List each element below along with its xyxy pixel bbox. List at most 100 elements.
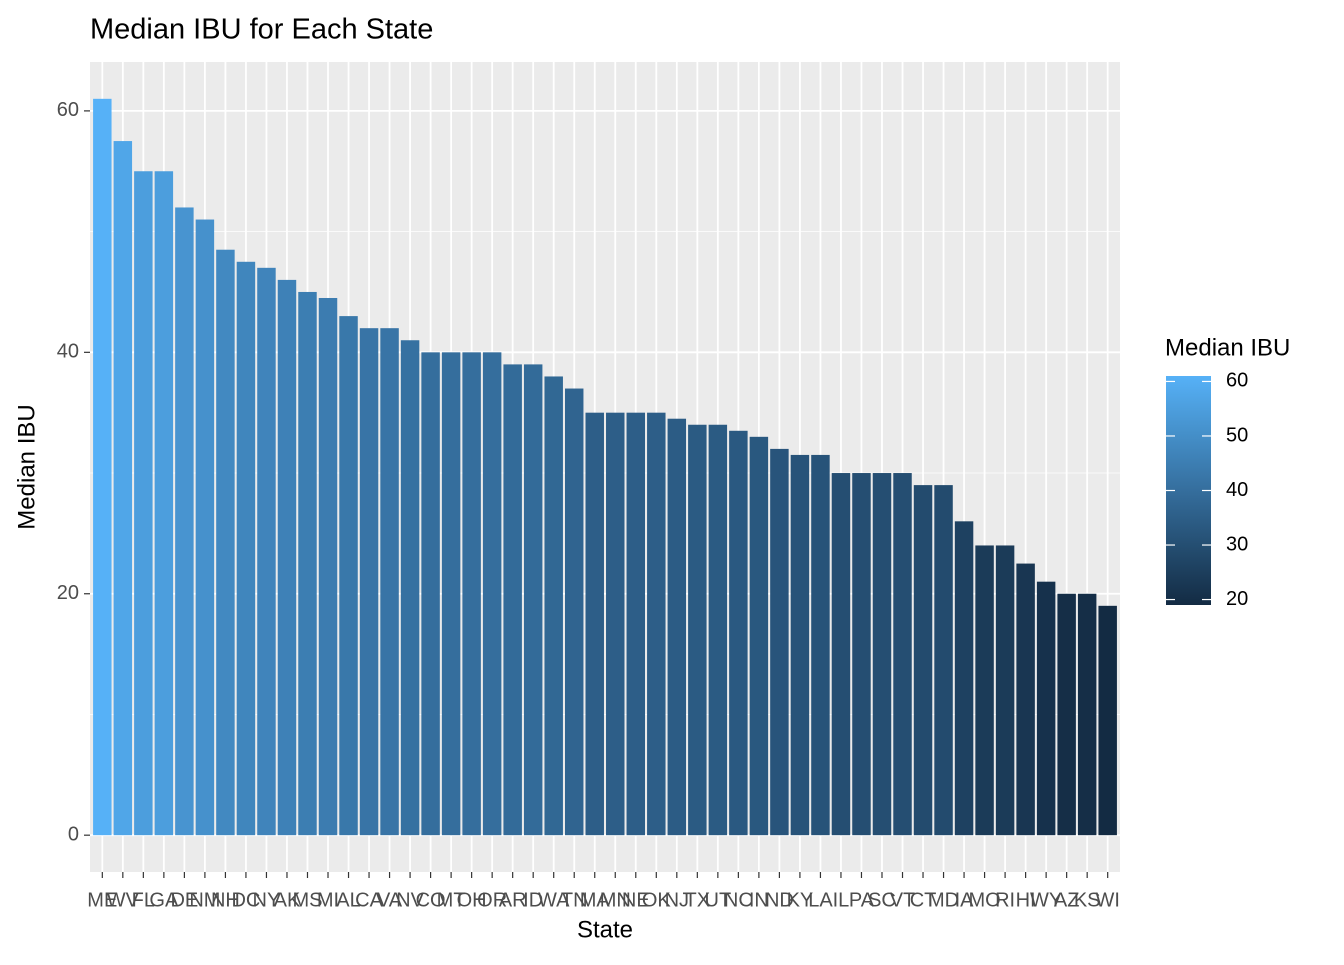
x-tick-label: NM bbox=[189, 889, 220, 911]
x-tick-label: OH bbox=[457, 889, 487, 911]
x-tick-label: WI bbox=[1095, 889, 1119, 911]
bar bbox=[934, 485, 953, 836]
x-tick-label: OR bbox=[477, 889, 507, 911]
bars bbox=[93, 98, 1117, 836]
bar bbox=[277, 279, 297, 836]
bar bbox=[893, 473, 912, 836]
bar bbox=[134, 171, 153, 836]
bar bbox=[667, 418, 687, 836]
y-tick-label: 60 bbox=[57, 99, 79, 121]
legend-tick-label: 30 bbox=[1226, 533, 1248, 555]
bar bbox=[400, 340, 420, 836]
bar bbox=[154, 171, 174, 836]
x-tick-label: CO bbox=[416, 889, 446, 911]
axes: MEWVFLGADENMNHDCNYAKMSMIALCAVANVCOMTOHOR… bbox=[57, 99, 1120, 911]
y-axis-title: Median IBU bbox=[13, 404, 40, 529]
x-tick-label: OK bbox=[642, 889, 672, 911]
y-tick-label: 40 bbox=[57, 341, 79, 363]
bar bbox=[749, 436, 769, 836]
bar bbox=[852, 473, 871, 836]
bar bbox=[585, 412, 604, 836]
bar bbox=[606, 412, 625, 836]
bar bbox=[236, 261, 256, 836]
x-tick-label: CT bbox=[910, 889, 937, 911]
x-tick-label: ND bbox=[765, 889, 794, 911]
x-tick-label: NJ bbox=[665, 889, 689, 911]
bar bbox=[195, 219, 215, 836]
x-tick-label: UT bbox=[705, 889, 732, 911]
bar bbox=[708, 424, 728, 836]
bar bbox=[339, 316, 358, 836]
bar bbox=[380, 328, 399, 836]
x-tick-label: IA bbox=[955, 889, 975, 911]
bar bbox=[872, 473, 892, 836]
bar bbox=[770, 448, 789, 836]
x-tick-label: AR bbox=[499, 889, 527, 911]
bar bbox=[257, 267, 276, 836]
bar bbox=[1057, 593, 1076, 836]
x-tick-label: AL bbox=[336, 889, 360, 911]
legend: 20 30 40 50 60 bbox=[1166, 370, 1248, 610]
legend-tick-label: 50 bbox=[1226, 424, 1248, 446]
bar bbox=[503, 364, 522, 836]
x-axis-title: State bbox=[577, 916, 633, 943]
bar bbox=[688, 424, 707, 836]
x-tick-label: WY bbox=[1030, 889, 1062, 911]
x-tick-label: NV bbox=[396, 889, 424, 911]
x-tick-label: ID bbox=[523, 889, 543, 911]
x-tick-label: PA bbox=[849, 889, 875, 911]
x-tick-label: NY bbox=[253, 889, 281, 911]
x-tick-label: NH bbox=[211, 889, 240, 911]
x-tick-label: MN bbox=[600, 889, 631, 911]
x-tick-label: MS bbox=[292, 889, 322, 911]
x-tick-label: TN bbox=[561, 889, 588, 911]
legend-title: Median IBU bbox=[1165, 334, 1290, 361]
bar bbox=[175, 207, 194, 836]
x-tick-label: VA bbox=[377, 889, 403, 911]
x-tick-label: TX bbox=[685, 889, 711, 911]
bar bbox=[298, 291, 317, 836]
bar bbox=[790, 454, 810, 836]
x-tick-label: DE bbox=[170, 889, 198, 911]
legend-tick-label: 60 bbox=[1226, 370, 1248, 392]
x-tick-label: AZ bbox=[1054, 889, 1080, 911]
bar bbox=[647, 412, 666, 836]
x-tick-label: LA bbox=[808, 889, 833, 911]
chart-title: Median IBU for Each State bbox=[90, 14, 433, 46]
bar bbox=[626, 412, 646, 836]
bar bbox=[113, 141, 133, 836]
x-tick-label: IN bbox=[749, 889, 769, 911]
x-tick-label: MI bbox=[317, 889, 339, 911]
bar bbox=[975, 545, 994, 836]
bar bbox=[544, 376, 563, 836]
legend-tick-label: 40 bbox=[1226, 479, 1248, 501]
x-tick-label: RI bbox=[995, 889, 1015, 911]
bar bbox=[359, 328, 379, 836]
x-tick-label: HI bbox=[1016, 889, 1036, 911]
x-tick-label: VT bbox=[890, 889, 916, 911]
bar bbox=[831, 473, 851, 836]
x-tick-label: WV bbox=[107, 889, 140, 911]
bar bbox=[564, 388, 584, 836]
legend-tick-label: 20 bbox=[1226, 588, 1248, 610]
bar bbox=[523, 364, 543, 836]
bar bbox=[93, 98, 112, 836]
y-tick-label: 0 bbox=[68, 823, 79, 845]
bar bbox=[729, 430, 748, 836]
x-tick-label: DC bbox=[231, 889, 260, 911]
x-tick-label: KS bbox=[1074, 889, 1101, 911]
bar bbox=[1036, 581, 1056, 836]
x-tick-label: KY bbox=[787, 889, 814, 911]
x-tick-label: MA bbox=[580, 889, 611, 911]
x-tick-label: ME bbox=[87, 889, 117, 911]
x-tick-label: MD bbox=[928, 889, 959, 911]
bar bbox=[421, 352, 440, 836]
x-tick-label: FL bbox=[132, 889, 155, 911]
bar bbox=[1077, 593, 1097, 836]
bar bbox=[441, 352, 461, 836]
bar bbox=[318, 297, 338, 836]
x-tick-label: NE bbox=[622, 889, 650, 911]
x-tick-label: WA bbox=[538, 889, 570, 911]
bar bbox=[954, 521, 974, 836]
